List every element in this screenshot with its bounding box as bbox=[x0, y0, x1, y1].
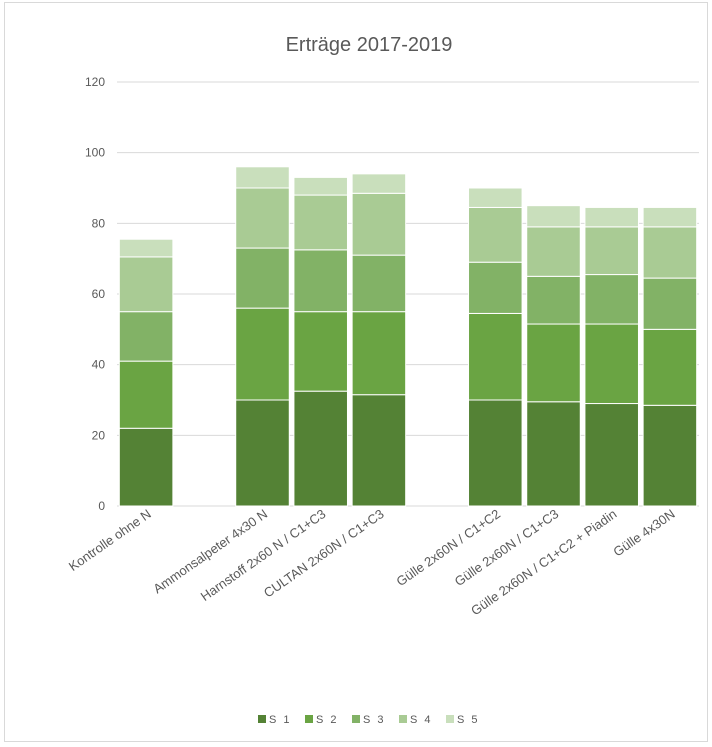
bars bbox=[118, 166, 698, 507]
bar-segment-4 bbox=[642, 226, 698, 279]
y-tick-label: 100 bbox=[85, 146, 105, 160]
bar-segment-1 bbox=[118, 427, 174, 507]
legend-label: S 5 bbox=[457, 714, 480, 726]
bar-segment-4 bbox=[118, 256, 174, 313]
y-axis-ticks: 0 20 40 60 80 100 120 bbox=[85, 75, 105, 513]
legend: S 1 S 2 S 3 S 4 S 5 bbox=[258, 714, 480, 726]
bar-segment-4 bbox=[293, 194, 348, 251]
y-tick-label: 20 bbox=[92, 428, 106, 442]
bar-segment-3 bbox=[526, 275, 581, 325]
y-tick-label: 60 bbox=[92, 287, 106, 301]
category-label: Gülle 2x60N / C1+C2 bbox=[393, 506, 503, 589]
bar-segment-3 bbox=[118, 311, 174, 362]
bar-segment-5 bbox=[584, 206, 639, 228]
bar-segment-1 bbox=[468, 399, 523, 507]
bar-segment-1 bbox=[293, 390, 348, 507]
legend-label: S 3 bbox=[363, 714, 386, 726]
bar-segment-5 bbox=[468, 187, 523, 208]
legend-swatch-4 bbox=[399, 715, 407, 723]
bar-segment-1 bbox=[351, 394, 407, 507]
category-label: Gülle 2x60N / C1+C3 bbox=[452, 506, 562, 589]
legend-label: S 4 bbox=[410, 714, 433, 726]
bar-segment-2 bbox=[351, 311, 407, 396]
bar-segment-3 bbox=[235, 247, 290, 309]
bar-segment-2 bbox=[468, 312, 523, 401]
bar-segment-3 bbox=[351, 254, 407, 313]
bar-segment-2 bbox=[584, 323, 639, 405]
bar-segment-3 bbox=[642, 277, 698, 330]
bar-segment-4 bbox=[235, 187, 290, 249]
bar-segment-5 bbox=[235, 166, 290, 189]
bar-segment-1 bbox=[642, 404, 698, 507]
bar-segment-3 bbox=[584, 274, 639, 325]
gridlines bbox=[117, 81, 699, 507]
legend-swatch-2 bbox=[305, 715, 313, 723]
bar-segment-2 bbox=[235, 307, 290, 401]
chart-title: Erträge 2017-2019 bbox=[286, 34, 453, 56]
category-label: Gülle 4x30N bbox=[610, 506, 677, 559]
y-tick-label: 40 bbox=[92, 358, 106, 372]
bar-segment-5 bbox=[293, 176, 348, 196]
legend-swatch-3 bbox=[352, 715, 360, 723]
bar-segment-5 bbox=[642, 206, 698, 228]
category-label: Kontrolle ohne N bbox=[66, 506, 154, 574]
bar-segment-2 bbox=[118, 360, 174, 429]
bar-segment-4 bbox=[584, 226, 639, 276]
bar-segment-2 bbox=[526, 323, 581, 403]
bar-segment-5 bbox=[526, 205, 581, 228]
bar-segment-5 bbox=[118, 238, 174, 258]
bar-segment-4 bbox=[351, 192, 407, 256]
bar-segment-1 bbox=[526, 401, 581, 507]
bar-segment-1 bbox=[584, 403, 639, 507]
bar-segment-4 bbox=[526, 226, 581, 277]
y-tick-label: 80 bbox=[92, 216, 106, 230]
legend-label: S 1 bbox=[269, 714, 292, 726]
chart-area: Erträge 2017-2019 0 20 40 60 80 100 120 Kontro… bbox=[4, 2, 708, 742]
chart-svg: Erträge 2017-2019 0 20 40 60 80 100 120 Kontro… bbox=[66, 34, 699, 726]
y-tick-label: 0 bbox=[98, 499, 105, 513]
legend-swatch-5 bbox=[446, 715, 454, 723]
bar-segment-3 bbox=[468, 261, 523, 314]
bar-segment-1 bbox=[235, 399, 290, 507]
legend-swatch-1 bbox=[258, 715, 266, 723]
bar-segment-2 bbox=[642, 328, 698, 406]
y-tick-label: 120 bbox=[85, 75, 105, 89]
bar-segment-2 bbox=[293, 311, 348, 392]
legend-label: S 2 bbox=[316, 714, 339, 726]
bar-segment-3 bbox=[293, 249, 348, 313]
bar-segment-4 bbox=[468, 206, 523, 263]
bar-segment-5 bbox=[351, 173, 407, 194]
